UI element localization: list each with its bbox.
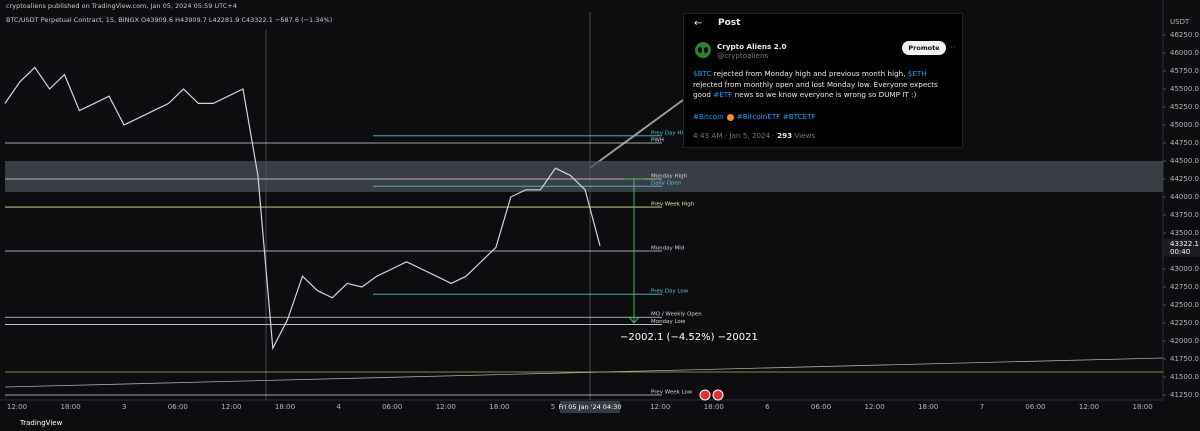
level-label: Daily Open xyxy=(651,181,682,187)
crosshair-time-label: Fri 05 Jan '24 04:30 xyxy=(558,403,621,411)
x-tick-label: 18:00 xyxy=(704,403,724,411)
tweet-card: ← Post Crypto Aliens 2.0 @cryptoaliens P… xyxy=(683,13,963,148)
y-tick-label: 43750.0 xyxy=(1170,211,1199,219)
x-tick-label: 5 xyxy=(551,403,555,411)
brand: TradingView xyxy=(19,419,63,427)
level-label: Monday High xyxy=(651,174,688,180)
level-label: MO / Weekly Open xyxy=(651,312,702,318)
y-tick-label: 46000.0 xyxy=(1170,49,1199,57)
publisher: cryptoaliens published on TradingView.co… xyxy=(6,2,237,10)
y-tick-label: 44500.0 xyxy=(1170,157,1199,165)
views: 293 xyxy=(777,131,793,140)
y-tick-label: 45750.0 xyxy=(1170,67,1199,75)
hashtag[interactable]: #Bitcoin xyxy=(693,112,724,121)
x-tick-label: 7 xyxy=(980,403,984,411)
y-tick-label: 44750.0 xyxy=(1170,139,1199,147)
tweet-tags: #Bitcoin #BitcoinETF #BTCETF xyxy=(693,112,816,121)
tweet-meta: 4:43 AM · Jan 5, 2024 · 293 Views xyxy=(693,131,815,140)
x-tick-label: 12:00 xyxy=(221,403,241,411)
x-tick-label: 06:00 xyxy=(1025,403,1045,411)
x-tick-label: 4 xyxy=(336,403,341,411)
measure-head xyxy=(628,316,640,324)
level-label: Prev Week High xyxy=(651,202,695,208)
tweet-text: rejected from Monday high and previous m… xyxy=(711,69,908,78)
symbol-info: BTC/USDT Perpetual Contract, 15, BINGX O… xyxy=(6,16,333,24)
level-label: PWH xyxy=(651,138,664,144)
hashtag[interactable]: #BitcoinETF xyxy=(736,112,781,121)
x-tick-label: 06:00 xyxy=(382,403,402,411)
tweet-header: Post xyxy=(718,18,741,28)
tweet-text: news so we know everyone is wrong so DUM… xyxy=(732,90,917,99)
price-axis-bg xyxy=(1163,0,1200,431)
author-handle[interactable]: @cryptoaliens xyxy=(717,51,769,60)
price-line xyxy=(4,66,601,351)
back-arrow[interactable]: ← xyxy=(694,18,703,29)
x-tick-label: 18:00 xyxy=(489,403,509,411)
avatar xyxy=(695,42,711,58)
y-tick-label: 44000.0 xyxy=(1170,193,1199,201)
y-tick-label: 41750.0 xyxy=(1170,355,1199,363)
callout-line xyxy=(589,99,684,169)
x-tick-label: 06:00 xyxy=(811,403,831,411)
measure-label: −2002.1 (−4.52%) −20021 xyxy=(620,332,758,343)
x-tick-label: 18:00 xyxy=(275,403,295,411)
x-tick-label: 18:00 xyxy=(61,403,81,411)
y-tick-label: 42750.0 xyxy=(1170,283,1199,291)
x-tick-label: 12:00 xyxy=(865,403,885,411)
time-box xyxy=(560,401,620,413)
level-label: Monday Mid xyxy=(651,246,684,252)
x-tick-label: 06:00 xyxy=(168,403,188,411)
flag-icon xyxy=(699,389,711,401)
currency: USDT xyxy=(1170,18,1190,26)
y-tick-label: 42500.0 xyxy=(1170,301,1199,309)
y-tick-label: 41250.0 xyxy=(1170,391,1199,399)
y-tick-label: 45250.0 xyxy=(1170,103,1199,111)
last-price: 43322.1 xyxy=(1170,240,1199,248)
y-tick-label: 45000.0 xyxy=(1170,121,1199,129)
x-tick-label: 18:00 xyxy=(1133,403,1153,411)
y-tick-label: 46250.0 xyxy=(1170,31,1199,39)
flag-icon xyxy=(712,389,724,401)
more-menu[interactable]: ⋯ xyxy=(948,42,956,51)
level-label: Prev Week Low xyxy=(651,390,693,396)
tweet-text: rejected from monthly open and lost Mond… xyxy=(693,79,938,100)
x-tick-label: 12:00 xyxy=(650,403,670,411)
tweet-link[interactable]: $ETH xyxy=(907,69,927,78)
level-label: Prev Day Low xyxy=(651,289,689,295)
timestamp: 4:43 AM · Jan 5, 2024 · xyxy=(693,131,778,140)
x-tick-label: 18:00 xyxy=(918,403,938,411)
crosshair-time: Fri 05 Jan '24 04:30 xyxy=(558,401,622,413)
tweet-body: $BTC rejected from Monday high and previ… xyxy=(693,69,955,101)
y-tick-label: 45500.0 xyxy=(1170,85,1199,93)
level-label: Monday Low xyxy=(651,319,686,325)
views-label: Views xyxy=(792,131,816,140)
x-tick-label: 12:00 xyxy=(436,403,456,411)
y-tick-label: 44250.0 xyxy=(1170,175,1199,183)
zone xyxy=(5,161,1163,192)
x-tick-label: 3 xyxy=(122,403,126,411)
y-tick-label: 41500.0 xyxy=(1170,373,1199,381)
tweet-link[interactable]: #ETF xyxy=(713,90,733,99)
hashtag[interactable]: #BTCETF xyxy=(782,112,816,121)
level-label: Prev Day High xyxy=(651,130,691,136)
y-tick-label: 43000.0 xyxy=(1170,265,1199,273)
coin-icon xyxy=(726,113,734,121)
author-name[interactable]: Crypto Aliens 2.0 xyxy=(717,42,787,51)
promote-button[interactable]: Promote xyxy=(902,41,946,55)
y-tick-label: 43500.0 xyxy=(1170,229,1199,237)
x-tick-label: 6 xyxy=(765,403,770,411)
x-tick-label: 12:00 xyxy=(1079,403,1099,411)
y-tick-label: 42250.0 xyxy=(1170,319,1199,327)
y-tick-label: 42000.0 xyxy=(1170,337,1199,345)
moving-average xyxy=(4,357,1164,388)
tweet-link[interactable]: $BTC xyxy=(693,69,712,78)
last-time: 00:40 xyxy=(1170,248,1190,256)
x-tick-label: 12:00 xyxy=(7,403,27,411)
last-price-box xyxy=(1164,238,1200,257)
